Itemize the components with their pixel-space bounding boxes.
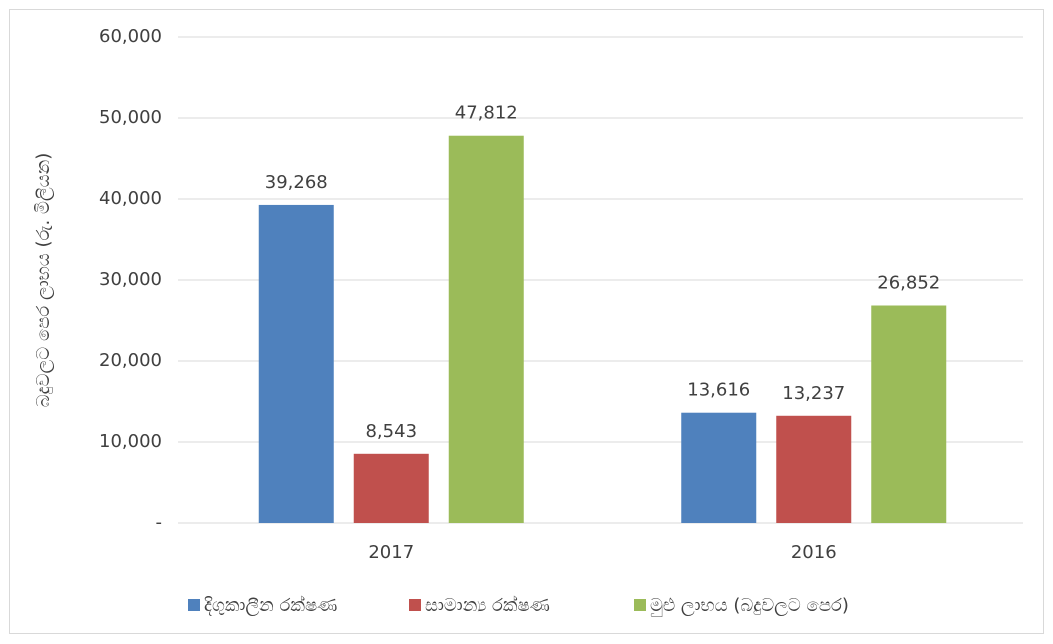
legend-label: සාමාන්‍ය රක්ෂණ <box>425 595 550 616</box>
x-tick-label: 2017 <box>368 542 414 563</box>
y-tick-label: 40,000 <box>99 188 162 209</box>
y-tick-label: 50,000 <box>99 107 162 128</box>
x-tick-label: 2016 <box>791 542 837 563</box>
legend-swatch <box>634 599 646 611</box>
legend-label: දිගුකාලීන රක්ෂණ <box>204 595 337 616</box>
y-tick-label: 20,000 <box>99 350 162 371</box>
legend-swatch <box>188 599 200 611</box>
bar <box>353 453 429 523</box>
y-axis-label: බදුවලට පෙර ලාභය (රු. මිලියන) <box>33 153 54 408</box>
data-label: 26,852 <box>877 272 940 293</box>
data-label: 47,812 <box>455 103 518 124</box>
chart-frame <box>9 9 1044 634</box>
data-label: 39,268 <box>265 172 328 193</box>
data-label: 13,237 <box>782 383 845 404</box>
y-tick-label: 10,000 <box>99 431 162 452</box>
y-tick-label: - <box>156 512 163 533</box>
legend-label: මුළු ලාභය (බදුවලට පෙර) <box>650 595 849 616</box>
bar <box>448 135 524 524</box>
data-label: 8,543 <box>365 421 417 442</box>
legend-swatch <box>409 599 421 611</box>
bar <box>776 415 852 523</box>
bar <box>258 204 334 523</box>
bar <box>871 305 947 523</box>
y-tick-label: 60,000 <box>99 26 162 47</box>
y-tick-label: 30,000 <box>99 269 162 290</box>
bar <box>681 412 757 523</box>
data-label: 13,616 <box>687 380 750 401</box>
